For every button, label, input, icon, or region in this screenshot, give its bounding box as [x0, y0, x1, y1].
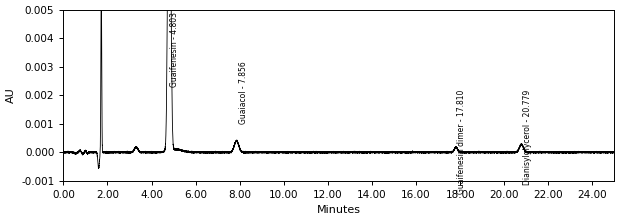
Text: Guaifenesin dimer - 17.810: Guaifenesin dimer - 17.810 — [457, 90, 466, 194]
Text: Guaiacol - 7.856: Guaiacol - 7.856 — [239, 61, 247, 124]
X-axis label: Minutes: Minutes — [317, 206, 361, 215]
Text: Dianisylglycerol - 20.779: Dianisylglycerol - 20.779 — [523, 90, 532, 185]
Y-axis label: AU: AU — [6, 87, 16, 103]
Text: Guaifenesin - 4.803: Guaifenesin - 4.803 — [170, 12, 179, 88]
